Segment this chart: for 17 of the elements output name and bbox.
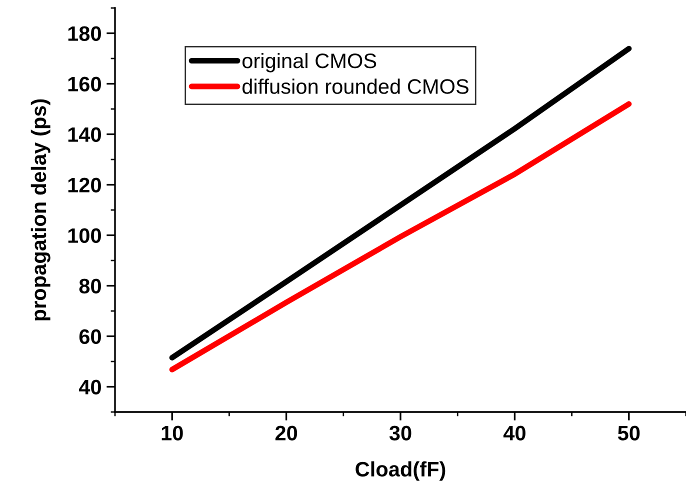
y-tick-label: 140 <box>68 127 101 142</box>
y-tick-label: 100 <box>68 228 101 244</box>
y-tick-label: 120 <box>68 178 101 193</box>
y-tick-label: 80 <box>79 278 101 294</box>
x-tick-label: 20 <box>275 426 298 440</box>
y-tick-label: 40 <box>78 380 101 395</box>
y-tick-label: 180 <box>68 26 101 42</box>
y-tick-label: 60 <box>79 329 101 344</box>
x-tick-label: 30 <box>389 426 412 441</box>
y-tick-label: 160 <box>68 76 101 92</box>
x-axis-title: Cload(fF) <box>356 461 446 481</box>
legend-label: original CMOS <box>242 52 376 72</box>
x-tick-label: 40 <box>503 426 526 440</box>
x-tick-label: 10 <box>162 426 183 440</box>
y-axis-title: propagation delay (ps) <box>30 99 50 320</box>
x-tick-label: 50 <box>618 426 640 440</box>
legend-label: diffusion rounded CMOS <box>242 78 468 94</box>
